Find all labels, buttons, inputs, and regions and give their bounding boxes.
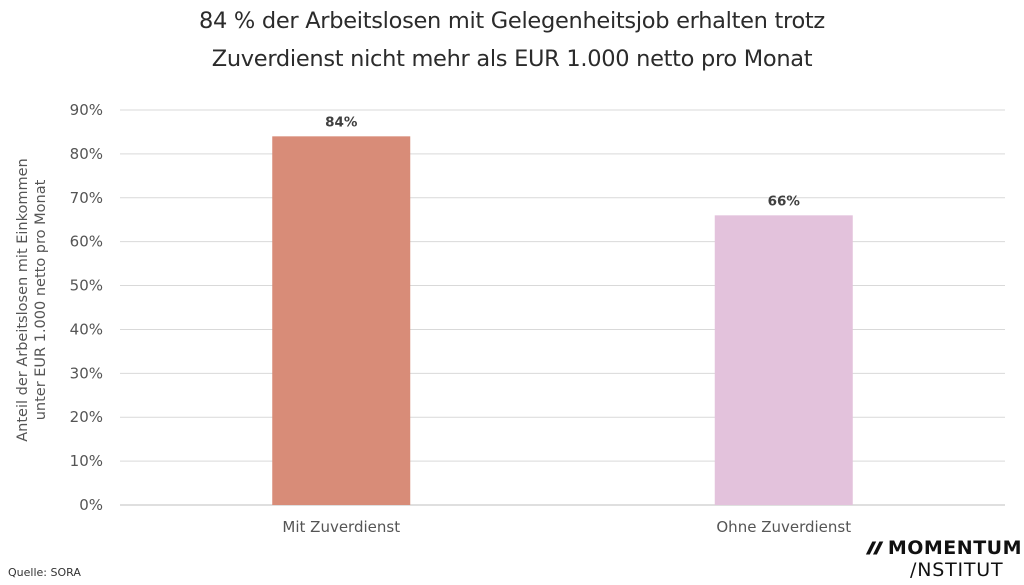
source-note: Quelle: SORA [8, 566, 81, 579]
logo-name: MOMENTUM [887, 537, 1022, 559]
logo-subtitle: /NSTITUT [910, 559, 1004, 581]
chart-title-line-2: Zuverdienst nicht mehr als EUR 1.000 net… [211, 46, 813, 72]
y-axis-title-line-1: Anteil der Arbeitslosen mit Einkommen [15, 158, 31, 442]
momentum-institut-logo: MOMENTUM /NSTITUT [862, 537, 1022, 581]
y-tick-label: 0% [79, 496, 103, 514]
y-tick-label: 90% [70, 101, 103, 119]
y-tick-label: 10% [70, 452, 103, 470]
bar-2 [714, 215, 853, 506]
y-axis-title: Anteil der Arbeitslosen mit Einkommen un… [14, 100, 50, 500]
y-tick-label: 20% [70, 408, 103, 426]
x-tick-label: Ohne Zuverdienst [716, 518, 851, 536]
y-axis-title-line-2: unter EUR 1.000 netto pro Monat [33, 179, 49, 421]
y-tick-label: 30% [70, 364, 103, 382]
y-tick-label: 50% [70, 277, 103, 295]
chart-title-line-1: 84 % der Arbeitslosen mit Gelegenheitsjo… [199, 8, 825, 34]
data-label: 66% [768, 193, 801, 209]
data-label: 84% [325, 114, 358, 130]
y-tick-label: 80% [70, 145, 103, 163]
bar-1 [272, 136, 411, 506]
x-tick-label: Mit Zuverdienst [282, 518, 400, 536]
logo-slashes-icon [865, 541, 884, 555]
y-tick-label: 40% [70, 320, 103, 338]
y-tick-label: 60% [70, 233, 103, 251]
y-tick-label: 70% [70, 189, 103, 207]
